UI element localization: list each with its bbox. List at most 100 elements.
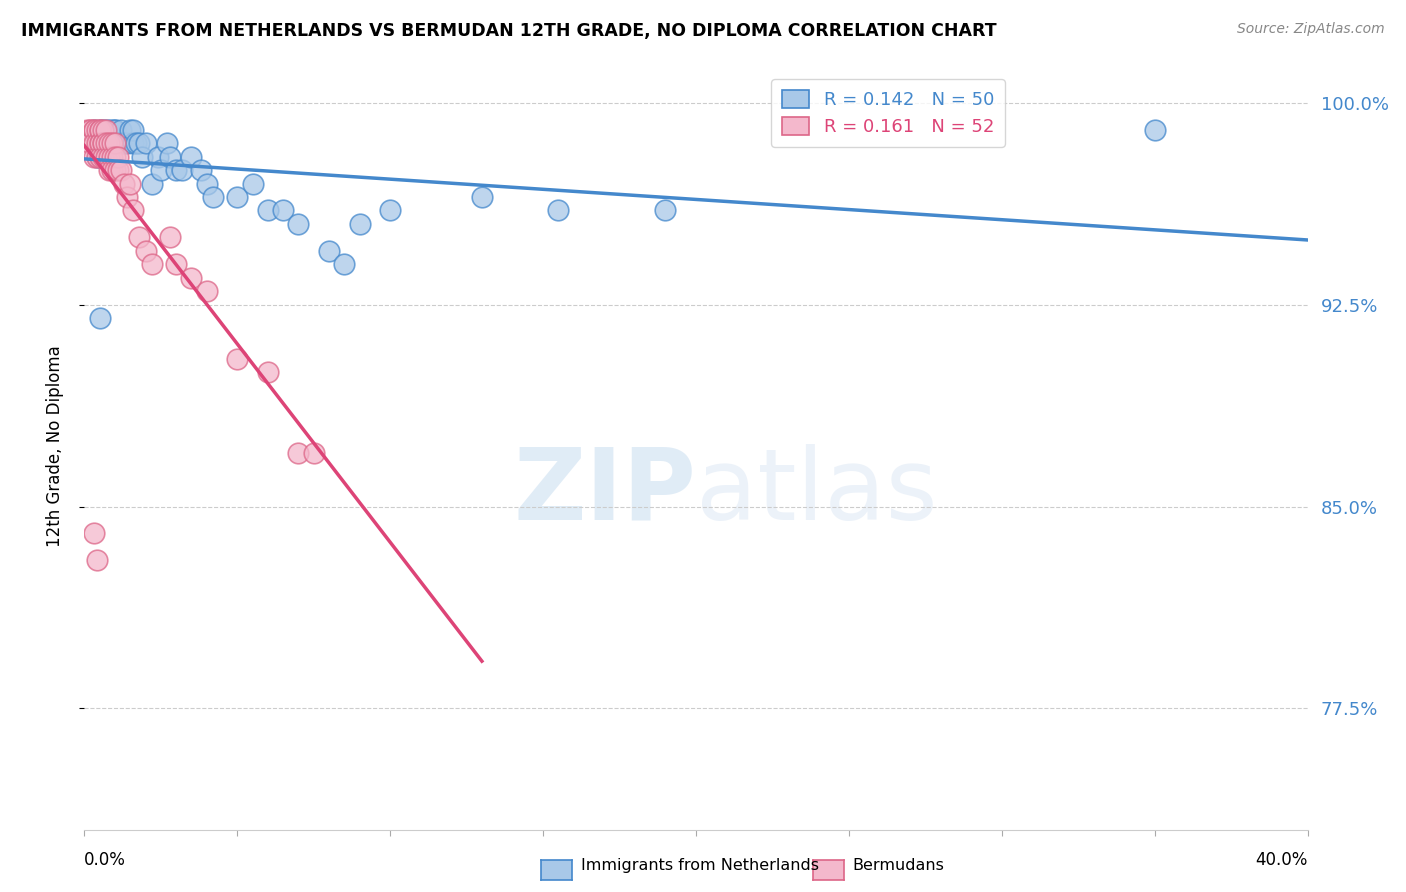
Point (91, 122, 114, 136)
Point (83, 136, 105, 151)
Point (101, 163, 124, 178)
Point (89, 136, 111, 151)
Point (89, 136, 111, 151)
Point (86, 122, 108, 136)
Point (86, 553, 108, 567)
Point (180, 150, 202, 164)
Point (107, 136, 129, 151)
Point (547, 203, 569, 218)
Point (122, 136, 145, 151)
Point (195, 284, 218, 298)
Point (104, 163, 127, 178)
Y-axis label: 12th Grade, No Diploma: 12th Grade, No Diploma (45, 345, 63, 547)
Point (112, 136, 135, 151)
Text: atlas: atlas (696, 443, 938, 541)
Point (135, 136, 157, 151)
Point (91, 150, 114, 164)
Point (89, 122, 111, 136)
Point (101, 136, 124, 151)
Point (79, 136, 101, 151)
Point (159, 230, 181, 244)
Point (1143, 122, 1166, 136)
Point (149, 163, 172, 178)
Point (190, 163, 212, 178)
Text: 0.0%: 0.0% (84, 851, 127, 869)
Point (104, 150, 127, 164)
Point (97, 163, 120, 178)
Point (110, 163, 132, 178)
Point (110, 122, 132, 136)
Point (122, 122, 145, 136)
Point (89, 122, 111, 136)
Point (83, 150, 105, 164)
Text: Bermudans: Bermudans (852, 858, 943, 872)
Point (97, 136, 120, 151)
Point (287, 446, 309, 460)
Point (107, 150, 129, 164)
Point (83, 122, 105, 136)
Point (94, 136, 117, 151)
Point (201, 190, 224, 204)
Text: 40.0%: 40.0% (1256, 851, 1308, 869)
Point (91, 136, 114, 151)
Point (115, 190, 138, 204)
Point (349, 217, 371, 231)
Point (101, 150, 124, 164)
Point (125, 136, 148, 151)
Point (94, 136, 117, 151)
Point (101, 122, 124, 136)
Point (380, 203, 402, 218)
Point (128, 230, 150, 244)
Point (89, 122, 111, 136)
Point (86, 150, 108, 164)
Point (180, 270, 202, 285)
Point (97, 150, 120, 164)
Legend: R = 0.142   N = 50, R = 0.161   N = 52: R = 0.142 N = 50, R = 0.161 N = 52 (772, 79, 1005, 146)
Point (120, 122, 142, 136)
Point (257, 365, 280, 379)
Point (135, 244, 157, 258)
Text: Source: ZipAtlas.com: Source: ZipAtlas.com (1237, 22, 1385, 37)
Point (97, 122, 120, 136)
Point (226, 351, 249, 366)
Point (89, 150, 111, 164)
Point (112, 177, 135, 191)
Point (226, 190, 249, 204)
Text: IMMIGRANTS FROM NETHERLANDS VS BERMUDAN 12TH GRADE, NO DIPLOMA CORRELATION CHART: IMMIGRANTS FROM NETHERLANDS VS BERMUDAN … (21, 22, 997, 40)
Point (86, 136, 108, 151)
Point (159, 150, 181, 164)
Point (141, 257, 163, 271)
Point (101, 136, 124, 151)
Point (242, 177, 264, 191)
Point (94, 122, 117, 136)
Point (86, 150, 108, 164)
Point (104, 122, 127, 136)
Point (83, 526, 105, 541)
Point (146, 150, 169, 164)
Point (91, 136, 114, 151)
Point (471, 190, 494, 204)
Point (97, 136, 120, 151)
Point (110, 136, 132, 151)
Point (89, 150, 111, 164)
Point (107, 163, 129, 178)
Point (165, 163, 187, 178)
Point (141, 177, 163, 191)
Point (89, 311, 111, 326)
Text: ZIP: ZIP (513, 443, 696, 541)
Point (104, 122, 127, 136)
Point (257, 203, 280, 218)
Point (156, 136, 179, 151)
Point (104, 136, 127, 151)
Text: Immigrants from Netherlands: Immigrants from Netherlands (581, 858, 818, 872)
Point (333, 257, 356, 271)
Point (120, 177, 142, 191)
Point (302, 446, 325, 460)
Point (128, 136, 150, 151)
Point (79, 122, 101, 136)
Point (287, 217, 309, 231)
Point (271, 203, 294, 218)
Point (115, 136, 138, 151)
Point (172, 163, 194, 178)
Point (83, 122, 105, 136)
